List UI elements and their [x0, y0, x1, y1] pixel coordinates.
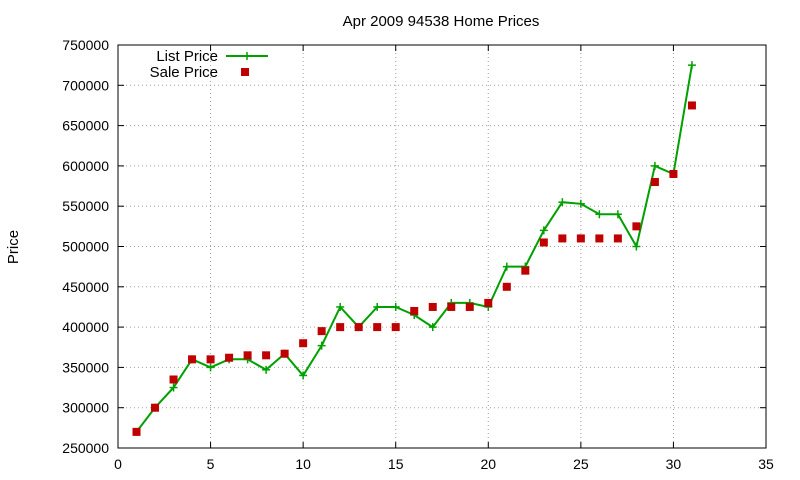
sale-price-point: [262, 351, 271, 360]
series-list-price: [132, 61, 696, 436]
sale-price-point: [595, 234, 604, 243]
list-price-point: [336, 302, 345, 311]
sale-price-point: [428, 302, 437, 311]
series-sale-price: [132, 101, 696, 436]
list-price-point: [428, 323, 437, 332]
list-price-point: [317, 341, 326, 350]
y-axis-label: Price: [5, 230, 22, 264]
list-price-point: [558, 198, 567, 207]
sale-price-point: [558, 234, 567, 243]
sale-price-point: [151, 403, 160, 412]
sale-price-point: [502, 282, 511, 291]
x-tick-label: 0: [114, 456, 122, 472]
sale-price-point: [225, 353, 234, 362]
list-price-point: [539, 226, 548, 235]
sale-price-point: [132, 427, 141, 436]
sale-price-point: [447, 302, 456, 311]
sale-price-point: [373, 323, 382, 332]
sale-price-point: [669, 169, 678, 178]
y-tick-label: 750000: [62, 37, 109, 53]
list-price-point: [576, 199, 585, 208]
y-tick-label: 650000: [62, 118, 109, 134]
axis-ticks: 0 5 10 15 20 25 30 35 250000 300000 350000 400000 45…: [62, 37, 774, 472]
sale-price-point: [521, 266, 530, 275]
sale-price-point: [299, 339, 308, 348]
sale-price-point: [484, 298, 493, 307]
x-tick-label: 5: [207, 456, 215, 472]
legend-swatch-marker: [241, 68, 249, 76]
sale-price-point: [687, 101, 696, 110]
x-tick-label: 25: [573, 456, 589, 472]
list-price-point: [613, 210, 622, 219]
sale-price-point: [336, 323, 345, 332]
legend-label: Sale Price: [150, 64, 218, 81]
list-price-point: [632, 242, 641, 251]
legend-swatch-marker: [243, 52, 251, 60]
grid: [118, 45, 766, 448]
y-tick-label: 300000: [62, 400, 109, 416]
list-price-point: [595, 210, 604, 219]
list-price-line: [135, 65, 693, 433]
sale-price-point: [188, 355, 197, 364]
y-tick-label: 600000: [62, 158, 109, 174]
y-tick-label: 400000: [62, 319, 109, 335]
legend-label: List Price: [156, 48, 218, 65]
list-price-point: [391, 302, 400, 311]
x-tick-label: 20: [480, 456, 496, 472]
y-tick-label: 550000: [62, 198, 109, 214]
sale-price-point: [354, 323, 363, 332]
chart-title: Apr 2009 94538 Home Prices: [343, 13, 540, 30]
sale-price-point: [613, 234, 622, 243]
x-tick-label: 30: [666, 456, 682, 472]
sale-price-point: [410, 306, 419, 315]
sale-price-point: [206, 355, 215, 364]
y-tick-label: 700000: [62, 77, 109, 93]
x-tick-label: 10: [295, 456, 311, 472]
list-price-point: [373, 302, 382, 311]
sale-price-point: [169, 375, 178, 384]
sale-price-point: [465, 302, 474, 311]
sale-price-point: [391, 323, 400, 332]
y-tick-label: 500000: [62, 239, 109, 255]
sale-price-point: [650, 178, 659, 187]
x-tick-label: 15: [388, 456, 404, 472]
sale-price-point: [280, 349, 289, 358]
y-tick-label: 450000: [62, 279, 109, 295]
sale-price-point: [317, 327, 326, 336]
list-price-point: [206, 363, 215, 372]
x-tick-label: 35: [758, 456, 774, 472]
y-tick-label: 250000: [62, 440, 109, 456]
y-tick-label: 350000: [62, 359, 109, 375]
list-price-point: [169, 383, 178, 392]
sale-price-point: [576, 234, 585, 243]
list-price-point: [650, 161, 659, 170]
list-price-point: [502, 262, 511, 271]
sale-price-point: [243, 351, 252, 360]
sale-price-point: [632, 222, 641, 231]
list-price-point: [687, 61, 696, 70]
series: [132, 61, 696, 436]
list-price-point: [299, 371, 308, 380]
list-price-point: [262, 365, 271, 374]
sale-price-point: [539, 238, 548, 247]
